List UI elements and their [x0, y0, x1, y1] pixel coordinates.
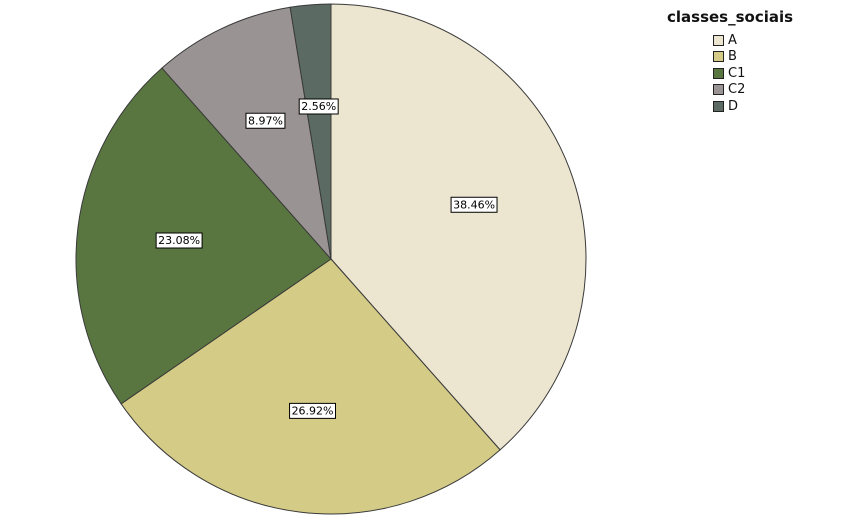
legend-title: classes_sociais — [667, 8, 794, 26]
legend-item-c1: C1 — [713, 65, 842, 82]
data-label-b: 26.92% — [289, 402, 337, 419]
legend-swatch-b — [713, 51, 724, 63]
legend-item-b: B — [713, 49, 842, 66]
data-label-c2: 8.97% — [245, 112, 286, 129]
legend-swatch-a — [713, 34, 724, 46]
data-label-box-c2 — [245, 112, 286, 129]
data-label-box-a — [450, 196, 498, 213]
data-label-text-b: 26.92% — [292, 404, 334, 417]
legend-item-a: A — [713, 32, 842, 49]
pie-slices — [75, 3, 587, 515]
data-label-text-c1: 23.08% — [158, 234, 200, 247]
legend-item-c2: C2 — [713, 82, 842, 99]
pie-slice-a — [330, 3, 587, 451]
pie-slice-b — [120, 258, 501, 515]
legend: classes_sociais A B C1 C2 D — [667, 8, 842, 115]
pie-data-labels: 38.46% 26.92% 23.08% 8.97% 2.56% — [155, 98, 498, 419]
legend-label-b: B — [728, 49, 737, 65]
pie-slice-c1 — [75, 67, 332, 405]
data-label-text-c2: 8.97% — [248, 114, 283, 127]
legend-label-c2: C2 — [728, 82, 746, 98]
data-label-d: 2.56% — [298, 98, 339, 115]
legend-swatch-d — [713, 100, 724, 112]
data-label-text-a: 38.46% — [453, 198, 495, 211]
legend-label-d: D — [728, 98, 739, 114]
legend-items: A B C1 C2 D — [667, 32, 842, 115]
legend-swatch-c2 — [713, 84, 724, 96]
data-label-a: 38.46% — [450, 196, 498, 213]
pie-slice-d — [289, 3, 332, 260]
legend-label-a: A — [728, 32, 737, 48]
data-label-box-d — [298, 98, 339, 115]
legend-item-d: D — [713, 98, 842, 115]
data-label-c1: 23.08% — [155, 232, 203, 249]
legend-swatch-c1 — [713, 67, 724, 79]
legend-label-c1: C1 — [728, 65, 746, 81]
data-label-box-b — [289, 402, 337, 419]
data-label-box-c1 — [155, 232, 203, 249]
pie-slice-c2 — [161, 6, 332, 261]
data-label-text-d: 2.56% — [301, 100, 336, 113]
